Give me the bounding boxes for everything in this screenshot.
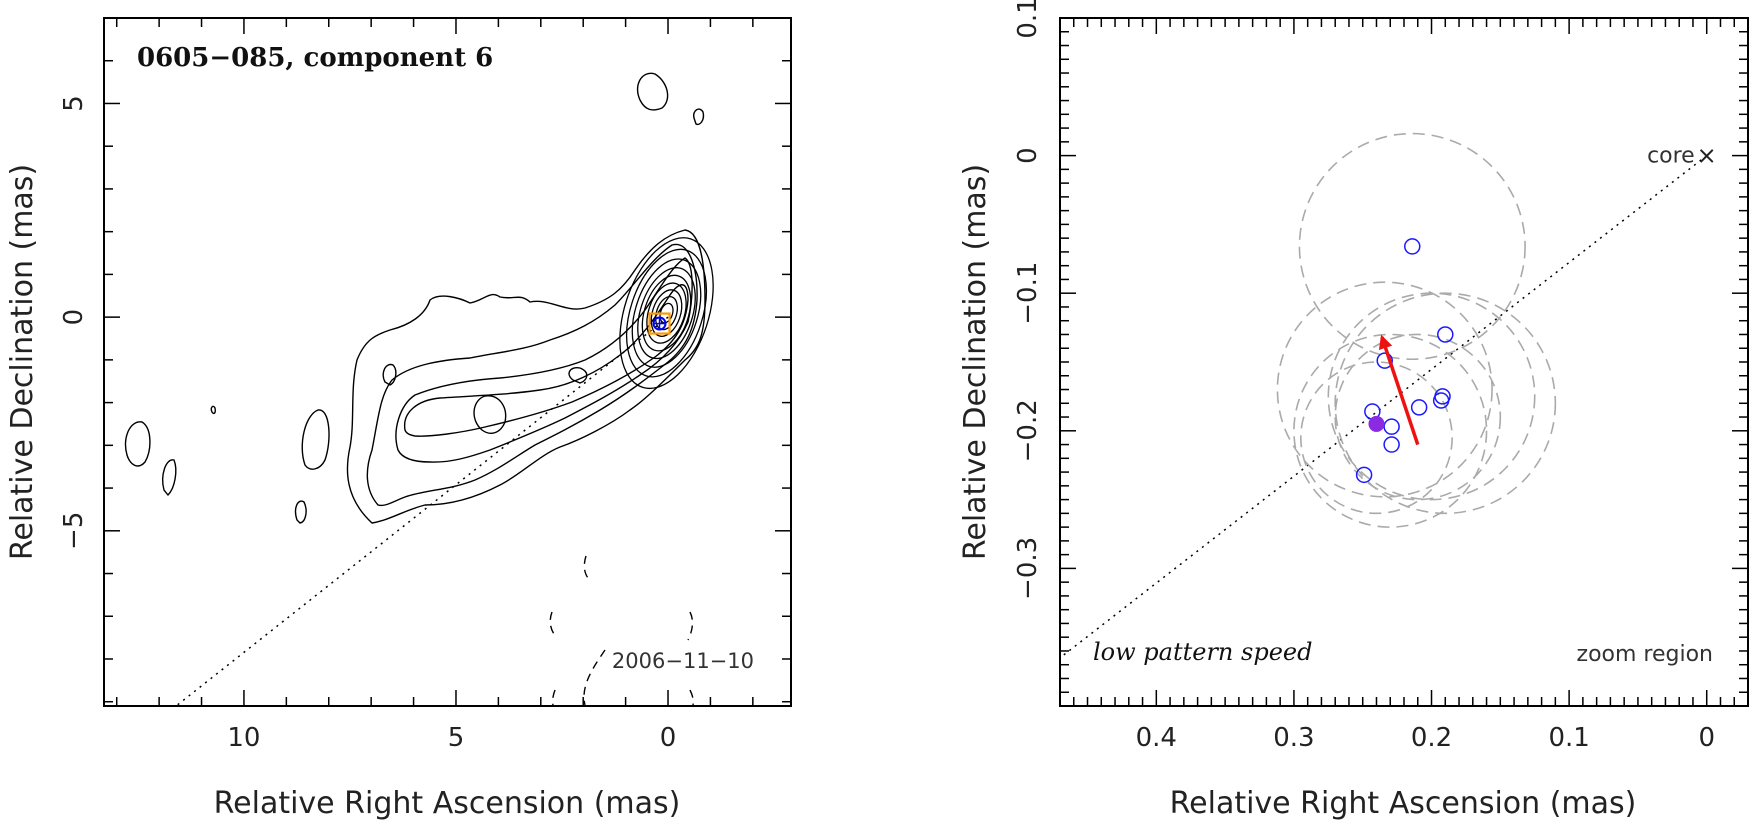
contour-4	[404, 284, 689, 437]
zoom-region-label: zoom region	[1577, 642, 1713, 667]
right-ticks	[1059, 17, 1749, 707]
right-panel: × core low pattern speed zoom region 0.4…	[958, 0, 1749, 821]
y-tick-label: −5	[59, 512, 89, 550]
contour-island	[636, 72, 669, 111]
component-marker	[648, 312, 671, 335]
right-x-axis-label: Relative Right Ascension (mas)	[1170, 786, 1637, 821]
position-point	[1437, 326, 1454, 343]
position-point	[1383, 418, 1400, 435]
contour-island	[301, 409, 330, 470]
uncertainty-circle	[1298, 132, 1526, 361]
position-point	[1404, 238, 1421, 255]
left-ticks	[104, 17, 791, 706]
component-box	[648, 312, 671, 335]
core-contour	[646, 282, 687, 344]
uncertainty-circle	[1334, 333, 1502, 501]
y-tick-label: 0	[1013, 147, 1043, 164]
x-tick-label: 0.2	[1411, 723, 1452, 753]
pattern-speed-label: low pattern speed	[1093, 638, 1312, 666]
core-contour	[650, 289, 683, 337]
x-tick-label: 0.4	[1136, 723, 1177, 753]
left-contour-map	[124, 72, 714, 706]
contour-island	[124, 421, 151, 467]
contour-island	[162, 459, 177, 497]
contour-outer	[346, 229, 706, 524]
x-tick-label: 10	[227, 723, 260, 753]
contour-island	[473, 395, 507, 434]
right-plot-frame	[1059, 17, 1749, 707]
y-tick-label: 5	[59, 95, 89, 112]
position-point	[1410, 399, 1428, 416]
core-contour	[619, 237, 714, 390]
y-tick-label: −0.2	[1013, 399, 1043, 462]
velocity-arrow	[1378, 334, 1420, 446]
left-jet-axis-line	[175, 316, 669, 706]
contour-island	[382, 363, 397, 386]
x-tick-label: 0.1	[1548, 723, 1589, 753]
uncertainty-circle	[1299, 361, 1453, 515]
right-y-tick-labels: 0.1 0 −0.1 −0.2 −0.3	[1013, 0, 1043, 600]
y-tick-label: 0	[59, 309, 89, 326]
position-point	[1355, 466, 1373, 484]
contour-3	[395, 257, 693, 463]
left-x-axis-label: Relative Right Ascension (mas)	[214, 786, 681, 821]
position-point	[1383, 436, 1400, 453]
uncertainty-circle	[1334, 292, 1557, 515]
left-y-axis-label: Relative Declination (mas)	[5, 164, 40, 560]
contour-island	[568, 366, 588, 384]
y-tick-label: 0.1	[1013, 0, 1043, 39]
left-y-tick-labels: 5 0 −5	[59, 95, 89, 550]
uncertainty-circle	[1327, 292, 1536, 501]
uncertainty-circles	[1276, 132, 1557, 528]
x-tick-label: 0	[1698, 723, 1715, 753]
left-plot-frame	[103, 17, 792, 707]
right-jet-axis-line	[1060, 155, 1708, 659]
component-positions	[1355, 238, 1454, 484]
contour-island	[294, 500, 307, 524]
position-point	[1432, 392, 1450, 409]
left-chart-title: 0605−085, component 6	[137, 43, 493, 73]
contour-island	[210, 405, 216, 415]
uncertainty-circle	[1293, 333, 1488, 528]
core-marker: ×	[1697, 142, 1717, 170]
epoch-label: 2006−11−10	[612, 649, 754, 673]
core-contour	[659, 302, 674, 324]
y-tick-label: −0.3	[1013, 537, 1043, 600]
right-y-axis-label: Relative Declination (mas)	[958, 164, 993, 560]
core-contour	[626, 248, 708, 378]
right-x-tick-labels: 0.4 0.3 0.2 0.1 0	[1136, 723, 1715, 753]
contour-island	[692, 108, 705, 126]
uncertainty-circle	[1276, 281, 1493, 498]
contour-2	[366, 243, 698, 507]
reference-position	[1368, 415, 1385, 432]
core-contours	[619, 237, 714, 390]
right-zoom-plot: ×	[1060, 132, 1717, 659]
core-contour	[631, 258, 702, 368]
left-x-tick-labels: 10 5 0	[227, 723, 676, 753]
x-tick-label: 5	[448, 723, 465, 753]
left-panel: 0605−085, component 6 2006−11−10 10 5 0 5 0…	[5, 17, 792, 821]
negative-contours	[549, 555, 695, 706]
core-contour	[637, 267, 696, 360]
x-tick-label: 0	[660, 723, 677, 753]
x-tick-label: 0.3	[1273, 723, 1314, 753]
position-point	[1376, 352, 1393, 369]
core-label: core	[1647, 144, 1695, 169]
core-contour	[641, 274, 692, 352]
y-tick-label: −0.1	[1013, 262, 1043, 325]
